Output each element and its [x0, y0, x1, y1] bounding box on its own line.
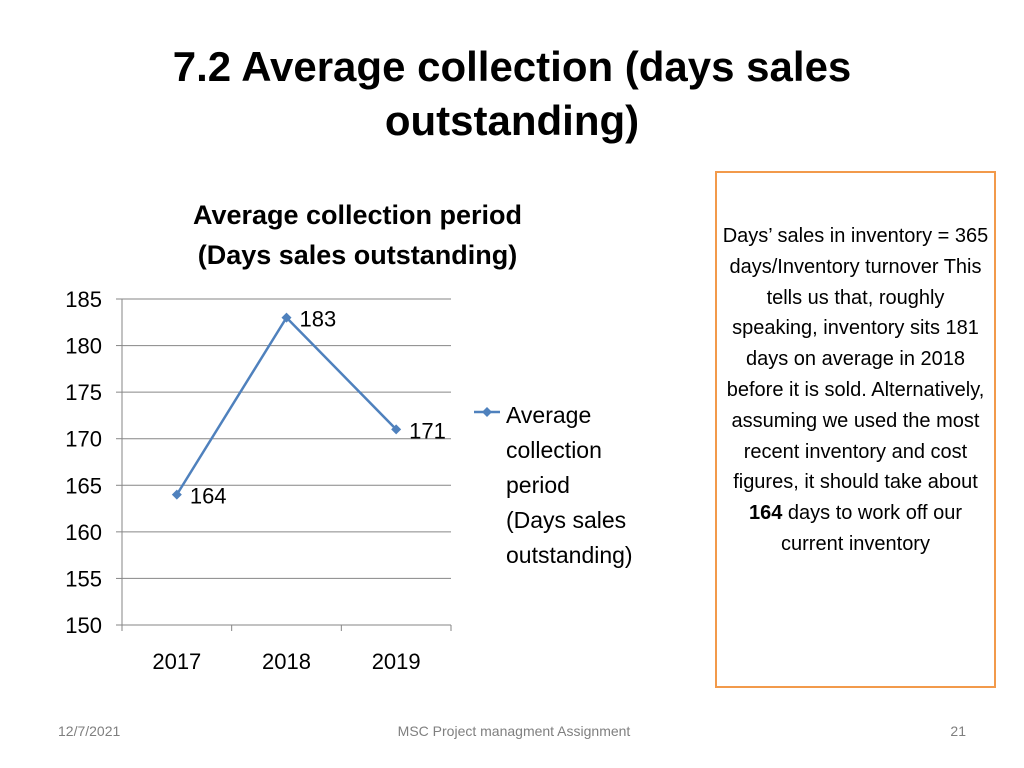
x-tick-labels: 2017 2018 2019: [152, 649, 420, 674]
chart-gridlines: [122, 298, 451, 579]
y-tick-label: 180: [65, 334, 102, 359]
data-point-marker: [171, 489, 182, 500]
data-label: 171: [409, 418, 446, 443]
y-tick-label: 160: [65, 520, 102, 545]
legend: [474, 407, 500, 417]
series-layer: 164 183 171: [171, 307, 446, 509]
x-tick-label: 2018: [262, 649, 311, 674]
slide-title: 7.2 Average collection (days sales outst…: [172, 43, 852, 144]
legend-marker: [482, 407, 492, 417]
data-label: 183: [300, 307, 337, 332]
series-line: [175, 315, 398, 496]
y-tick-label: 170: [65, 427, 102, 452]
y-tick-labels: 150 155 160 165 170 175 180 185: [65, 287, 102, 638]
chart-title: Average collection period (Days sales ou…: [192, 200, 523, 270]
legend-series-label: Average collection period (Days sales ou…: [506, 402, 633, 568]
footer-date: 12/7/2021: [58, 723, 121, 739]
note-highlight-value: 164: [748, 502, 783, 525]
x-tick-label: 2019: [372, 649, 421, 674]
note-text-before: Days’ sales in inventory = 365 days/Inve…: [722, 225, 989, 494]
x-tick-label: 2017: [152, 649, 201, 674]
y-tick-label: 150: [65, 613, 102, 638]
data-point-marker: [391, 424, 402, 435]
data-point-marker: [281, 312, 292, 323]
page-number: 21: [950, 723, 966, 739]
y-tick-label: 175: [65, 380, 102, 405]
y-tick-label: 165: [65, 473, 102, 498]
note-text-after: days to work off our current inventory: [781, 502, 963, 555]
y-tick-label: 185: [65, 287, 102, 312]
chart-axes: [116, 298, 452, 631]
footer-title: MSC Project managment Assignment: [397, 723, 631, 739]
data-label: 164: [190, 484, 227, 509]
explanation-note: Days’ sales in inventory = 365 days/Inve…: [715, 171, 996, 688]
y-tick-label: 155: [65, 566, 102, 591]
